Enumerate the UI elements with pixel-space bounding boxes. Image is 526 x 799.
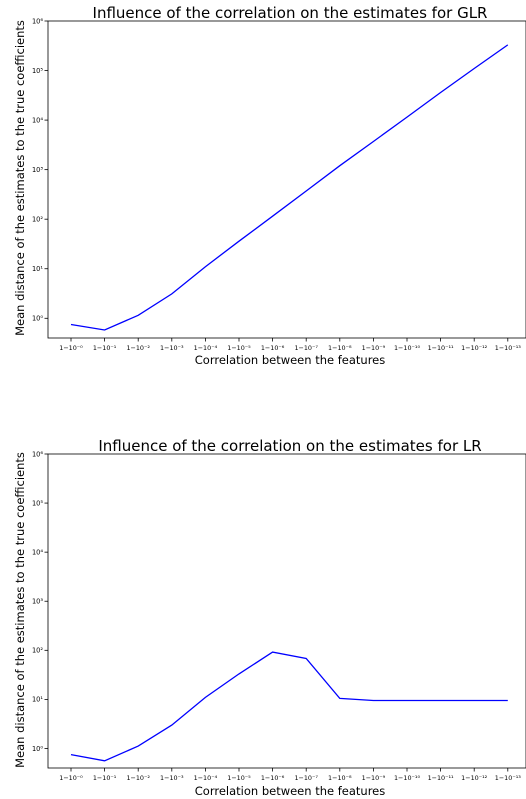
y-tick-label: 10⁰	[32, 745, 43, 753]
x-tick-label: 1−10⁻⁵	[227, 344, 251, 352]
series-line	[70, 651, 508, 762]
y-ticks: 10⁰ 10¹ 10² 10³ 10⁴ 10⁵ 10⁶	[32, 17, 48, 323]
x-tick-label: 1−10⁻¹²	[461, 774, 487, 782]
y-tick-label: 10⁵	[32, 67, 43, 75]
y-tick-label: 10¹	[32, 696, 43, 704]
y-tick-label: 10²	[32, 647, 43, 655]
series-line	[70, 44, 509, 331]
x-ticks: 1−10⁻⁰ 1−10⁻¹ 1−10⁻² 1−10⁻³ 1−10⁻⁴ 1−10⁻⁵ 1−10…	[59, 338, 521, 352]
chart-title: Influence of the correlation on the esti…	[93, 4, 488, 22]
x-tick-label: 1−10⁻⁵	[227, 774, 251, 782]
y-axis-label: Mean distance of the estimates to the tr…	[13, 20, 27, 336]
y-tick-label: 10⁶	[32, 450, 43, 458]
x-tick-label: 1−10⁻²	[126, 344, 150, 352]
x-tick-label: 1−10⁻¹²	[461, 344, 487, 352]
y-tick-label: 10⁴	[32, 548, 43, 556]
x-tick-label: 1−10⁻⁶	[261, 344, 285, 352]
x-axis-label: Correlation between the features	[195, 784, 386, 798]
x-tick-label: 1−10⁻⁹	[362, 774, 386, 782]
y-ticks: 10⁰ 10¹ 10² 10³ 10⁴ 10⁵ 10⁶	[32, 450, 48, 753]
x-tick-label: 1−10⁻⁸	[328, 774, 352, 782]
x-ticks: 1−10⁻⁰ 1−10⁻¹ 1−10⁻² 1−10⁻³ 1−10⁻⁴ 1−10⁻⁵ 1−10…	[59, 768, 521, 782]
x-tick-label: 1−10⁻⁶	[261, 774, 285, 782]
x-tick-label: 1−10⁻¹¹	[428, 774, 454, 782]
x-tick-label: 1−10⁻¹¹	[428, 344, 454, 352]
y-tick-label: 10³	[32, 166, 43, 174]
axes-frame	[47, 453, 526, 769]
chart-glr: Influence of the correlation on the esti…	[13, 4, 526, 367]
axes-frame	[47, 20, 526, 339]
x-tick-label: 1−10⁻⁸	[328, 344, 352, 352]
chart-title: Influence of the correlation on the esti…	[98, 437, 481, 455]
y-tick-label: 10⁵	[32, 499, 43, 507]
x-tick-label: 1−10⁻¹⁰	[394, 774, 420, 782]
x-tick-label: 1−10⁻¹³	[495, 344, 521, 352]
chart-lr: Influence of the correlation on the esti…	[13, 437, 526, 798]
x-tick-label: 1−10⁻¹⁰	[394, 344, 420, 352]
x-tick-label: 1−10⁻⁰	[59, 774, 83, 782]
x-tick-label: 1−10⁻³	[160, 774, 184, 782]
y-axis-label: Mean distance of the estimates to the tr…	[13, 452, 27, 768]
x-tick-label: 1−10⁻⁹	[362, 344, 386, 352]
x-tick-label: 1−10⁻¹	[93, 344, 117, 352]
x-tick-label: 1−10⁻⁷	[294, 774, 318, 782]
x-tick-label: 1−10⁻⁴	[194, 774, 218, 782]
y-tick-label: 10²	[32, 215, 43, 223]
y-tick-label: 10³	[32, 598, 43, 606]
x-axis-label: Correlation between the features	[195, 353, 386, 367]
y-tick-label: 10¹	[32, 265, 43, 273]
x-tick-label: 1−10⁻²	[126, 774, 150, 782]
x-tick-label: 1−10⁻¹³	[495, 774, 521, 782]
x-tick-label: 1−10⁻⁴	[194, 344, 218, 352]
plot-area	[70, 651, 508, 762]
x-tick-label: 1−10⁻¹	[93, 774, 117, 782]
x-tick-label: 1−10⁻⁰	[59, 344, 83, 352]
y-tick-label: 10⁰	[32, 315, 43, 323]
x-tick-label: 1−10⁻⁷	[294, 344, 318, 352]
plot-area	[70, 44, 509, 331]
y-tick-label: 10⁶	[32, 17, 43, 25]
x-tick-label: 1−10⁻³	[160, 344, 184, 352]
y-tick-label: 10⁴	[32, 116, 43, 124]
